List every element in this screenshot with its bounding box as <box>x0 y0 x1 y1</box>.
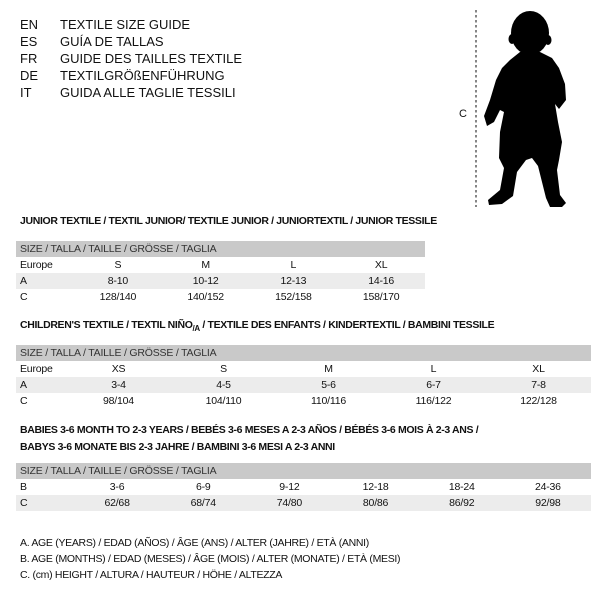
table-header: SIZE / TALLA / TAILLE / GRÖSSE / TAGLIA <box>16 241 425 257</box>
table-cell: 128/140 <box>99 291 137 303</box>
table-cell: 122/128 <box>520 395 557 407</box>
children-section-title: CHILDREN'S TEXTILE / TEXTIL NIÑO/A / TEX… <box>20 319 495 334</box>
title-main: CHILDREN'S TEXTILE / TEXTIL NIÑO <box>20 319 193 331</box>
language-title: GUÍA DE TALLAS <box>60 34 164 49</box>
table-cell: 62/68 <box>104 497 130 509</box>
child-silhouette-icon <box>475 10 566 207</box>
table-cell: L <box>430 363 437 375</box>
language-code: ES <box>20 34 38 49</box>
table-header: SIZE / TALLA / TAILLE / GRÖSSE / TAGLIA <box>16 345 591 361</box>
ear-left <box>508 34 516 44</box>
table-cell: 9-12 <box>279 481 300 493</box>
table-cell: 80/86 <box>362 497 389 509</box>
table-cell: 12-18 <box>362 481 389 493</box>
table-cell: M <box>324 363 333 375</box>
title-sub: /A <box>192 324 201 334</box>
table-cell: 18-24 <box>448 481 475 493</box>
table-row: B 3-6 6-9 9-12 12-18 18-24 24-36 <box>16 479 591 495</box>
language-title: GUIDE DES TAILLES TEXTILE <box>60 51 243 66</box>
table-row: C 98/104 104/110 110/116 116/122 122/128 <box>16 393 591 409</box>
children-size-table: SIZE / TALLA / TAILLE / GRÖSSE / TAGLIA … <box>16 345 591 409</box>
table-cell: 6-7 <box>426 379 441 391</box>
language-title: TEXTILE SIZE GUIDE <box>60 17 191 32</box>
table-cell: 3-4 <box>111 379 126 391</box>
babies-size-table: SIZE / TALLA / TAILLE / GRÖSSE / TAGLIA … <box>16 463 591 511</box>
table-cell: 86/92 <box>449 497 475 509</box>
language-title: GUIDA ALLE TAGLIE TESSILI <box>60 85 236 100</box>
table-cell: 158/170 <box>362 291 400 303</box>
table-cell: 12-13 <box>280 275 307 287</box>
legend-b: B. AGE (MONTHS) / EDAD (MESES) / ÂGE (MO… <box>20 553 401 565</box>
language-code: EN <box>20 17 39 32</box>
table-row: C 128/140 140/152 152/158 158/170 <box>16 289 425 305</box>
table-row: Europe XS S M L XL <box>16 361 591 377</box>
table-cell: 116/122 <box>415 395 452 407</box>
table-cell: 3-6 <box>109 481 125 493</box>
table-cell: 68/74 <box>190 497 216 509</box>
table-cell: L <box>290 259 297 271</box>
table-cell: 104/110 <box>205 395 242 407</box>
table-cell: 4-5 <box>216 379 231 391</box>
row-label: B <box>20 481 27 493</box>
legend-c: C. (cm) HEIGHT / ALTURA / HAUTEUR / HÖHE… <box>20 569 283 581</box>
table-cell: 140/152 <box>187 291 224 303</box>
row-label: C <box>20 497 28 509</box>
table-cell: 6-9 <box>195 481 211 493</box>
table-cell: 24-36 <box>534 481 561 493</box>
table-cell: XL <box>374 259 388 271</box>
junior-section-title: JUNIOR TEXTILE / TEXTIL JUNIOR/ TEXTILE … <box>20 215 437 227</box>
table-cell: S <box>114 259 122 271</box>
title-rest: / TEXTILE DES ENFANTS / KINDERTEXTIL / B… <box>199 319 495 331</box>
table-cell: 152/158 <box>275 291 312 303</box>
table-cell: XL <box>532 363 545 375</box>
babies-section-title-line1: BABIES 3-6 MONTH TO 2-3 YEARS / BEBÉS 3-… <box>20 424 479 436</box>
table-cell: 92/98 <box>535 497 561 509</box>
language-code: DE <box>20 68 39 83</box>
table-cell: 7-8 <box>531 379 546 391</box>
row-label: Europe <box>20 259 53 271</box>
junior-size-table: SIZE / TALLA / TAILLE / GRÖSSE / TAGLIA … <box>16 241 425 305</box>
table-cell: 5-6 <box>321 379 336 391</box>
table-cell: 98/104 <box>103 395 134 407</box>
table-row: A 3-4 4-5 5-6 6-7 7-8 <box>16 377 591 393</box>
row-label: C <box>20 395 28 407</box>
table-cell: 10-12 <box>192 275 219 287</box>
row-label: Europe <box>20 363 53 375</box>
table-row: A 8-10 10-12 12-13 14-16 <box>16 273 425 289</box>
body-shape <box>484 52 566 207</box>
legend-a: A. AGE (YEARS) / EDAD (AÑOS) / ÂGE (ANS)… <box>20 537 369 549</box>
table-cell: 110/116 <box>311 395 346 407</box>
height-measure-label: C <box>459 108 467 120</box>
babies-section-title-line2: BABYS 3-6 MONATE BIS 2-3 JAHRE / BAMBINI… <box>20 441 335 453</box>
table-cell: XS <box>111 363 126 375</box>
table-header: SIZE / TALLA / TAILLE / GRÖSSE / TAGLIA <box>16 463 591 479</box>
table-cell: 8-10 <box>107 275 128 287</box>
row-label: C <box>20 291 28 303</box>
language-code: IT <box>20 85 32 100</box>
table-row: Europe S M L XL <box>16 257 425 273</box>
table-cell: 14-16 <box>368 275 395 287</box>
language-title: TEXTILGRÖßENFÜHRUNG <box>60 68 225 83</box>
table-cell: M <box>201 259 210 271</box>
head-shape <box>511 11 549 55</box>
row-label: A <box>20 379 27 391</box>
table-row: C 62/68 68/74 74/80 80/86 86/92 92/98 <box>16 495 591 511</box>
row-label: A <box>20 275 27 287</box>
language-code: FR <box>20 51 38 66</box>
table-cell: 74/80 <box>276 497 303 509</box>
table-cell: S <box>220 363 227 375</box>
ear-right <box>544 35 552 45</box>
